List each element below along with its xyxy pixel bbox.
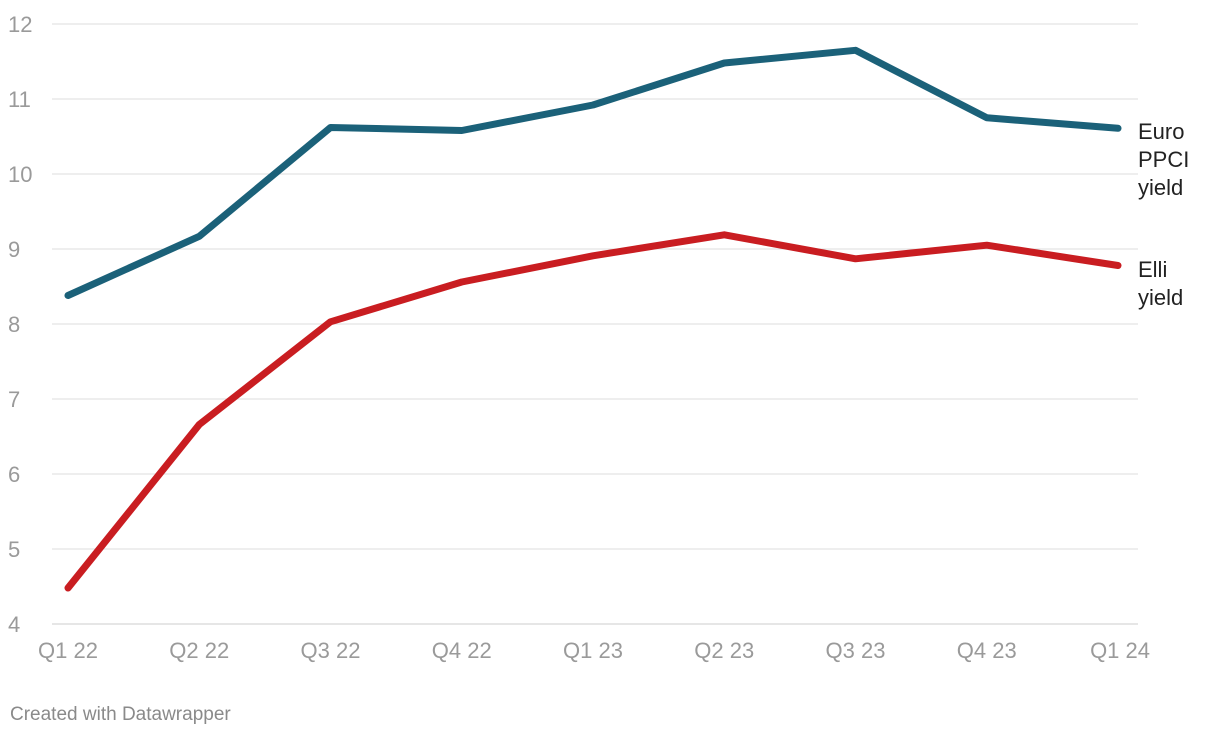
y-tick-label: 12 <box>8 12 32 37</box>
series-line-1 <box>64 231 1122 592</box>
series-label-line: PPCI <box>1138 147 1190 172</box>
series-label-1: Elli yield <box>1138 256 1183 312</box>
series-line-0 <box>64 46 1122 299</box>
y-tick-label: 6 <box>8 462 20 487</box>
line-chart: 4 5 6 7 8 9 10 11 12 Q1 22 Q2 22 Q3 22 Q4 22 Q1 23 Q2… <box>8 12 1150 663</box>
x-tick-label: Q4 23 <box>957 638 1017 663</box>
y-tick-label: 5 <box>8 537 20 562</box>
x-tick-label: Q2 22 <box>169 638 229 663</box>
y-tick-label: 10 <box>8 162 32 187</box>
x-tick-label: Q3 22 <box>301 638 361 663</box>
y-axis-ticks: 4 5 6 7 8 9 10 11 12 <box>8 12 32 637</box>
y-tick-label: 9 <box>8 237 20 262</box>
x-tick-label: Q3 23 <box>826 638 886 663</box>
y-tick-label: 4 <box>8 612 20 637</box>
x-tick-label: Q4 22 <box>432 638 492 663</box>
x-tick-label: Q2 23 <box>694 638 754 663</box>
series-label-0: Euro PPCI yield <box>1138 118 1189 202</box>
series-label-line: Euro <box>1138 119 1185 144</box>
series-label-line: Elli <box>1138 257 1168 282</box>
series-label-line: yield <box>1138 285 1184 310</box>
series-label-line: yield <box>1138 175 1184 200</box>
series-lines <box>64 46 1122 592</box>
y-tick-label: 7 <box>8 387 20 412</box>
x-axis-ticks: Q1 22 Q2 22 Q3 22 Q4 22 Q1 23 Q2 23 Q3 23 Q4 23… <box>38 638 1150 663</box>
x-tick-label: Q1 24 <box>1090 638 1150 663</box>
y-tick-label: 11 <box>8 87 31 112</box>
x-tick-label: Q1 22 <box>38 638 98 663</box>
y-tick-label: 8 <box>8 312 20 337</box>
footer-credit: Created with Datawrapper <box>10 704 231 725</box>
x-tick-label: Q1 23 <box>563 638 623 663</box>
